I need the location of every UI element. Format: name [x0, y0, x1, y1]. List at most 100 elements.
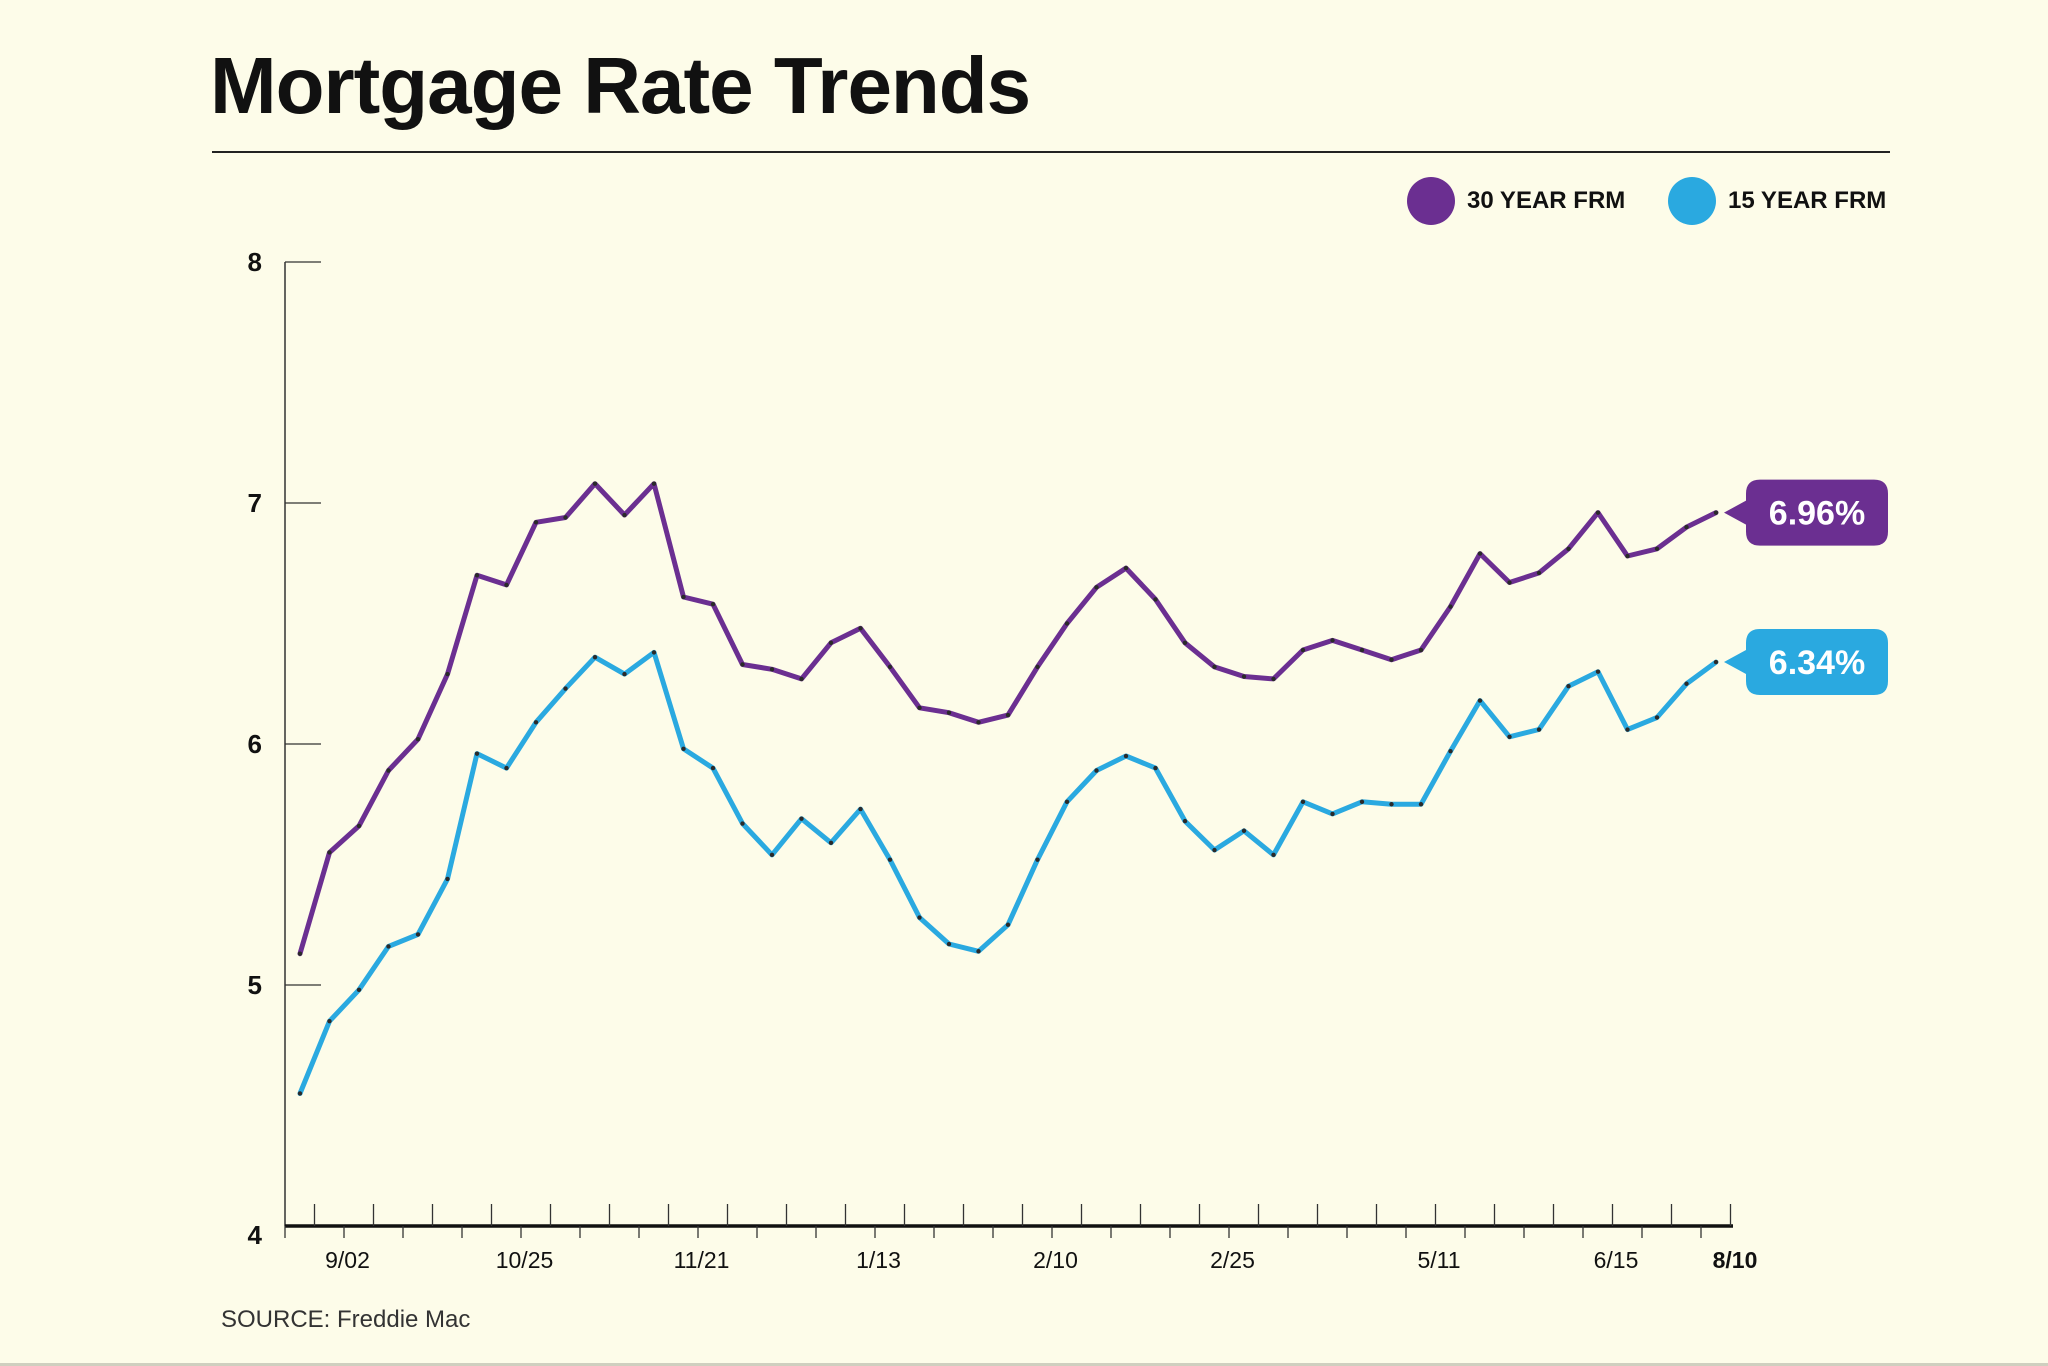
data-point: [1212, 664, 1217, 670]
data-point: [327, 1018, 332, 1024]
callout-bubble: [1724, 629, 1888, 696]
data-point: [799, 676, 804, 682]
x-tick-label: 8/10: [1713, 1247, 1758, 1273]
data-point: [651, 481, 657, 486]
data-point: [651, 650, 657, 655]
x-tick-label: 10/25: [496, 1247, 554, 1273]
x-tick-label: 2/25: [1210, 1247, 1255, 1273]
data-point: [504, 765, 509, 771]
data-point: [1359, 799, 1365, 805]
data-point: [622, 512, 627, 518]
data-point: [1182, 640, 1188, 645]
x-tick-label: 1/13: [856, 1247, 901, 1273]
data-point: [504, 582, 509, 588]
data-point: [740, 821, 745, 826]
data-point: [1654, 715, 1660, 720]
data-point: [1005, 922, 1011, 927]
data-point: [1094, 585, 1099, 590]
callout-bubble: [1724, 479, 1888, 546]
y-tick-label-8: 8: [248, 247, 262, 277]
data-point: [887, 664, 893, 670]
data-point: [1153, 597, 1158, 602]
y-tick-label-4: 4: [248, 1220, 263, 1250]
data-point: [710, 602, 716, 607]
data-point: [1035, 857, 1040, 862]
data-point: [1389, 802, 1394, 807]
x-tick-label: 6/15: [1594, 1247, 1639, 1273]
y-tick-label-7: 7: [248, 488, 262, 518]
data-point: [799, 816, 804, 821]
data-point: [356, 987, 362, 993]
data-point: [1300, 647, 1306, 653]
data-point: [1477, 551, 1483, 556]
data-point: [445, 671, 450, 677]
data-point: [858, 626, 863, 631]
data-point: [1182, 818, 1188, 824]
page-title: Mortgage Rate Trends: [210, 41, 1031, 130]
data-point: [1153, 765, 1158, 771]
data-point: [415, 932, 421, 937]
data-point: [828, 640, 834, 645]
data-point: [327, 850, 332, 855]
data-point: [976, 720, 981, 725]
data-point: [887, 857, 893, 862]
data-point: [563, 515, 568, 520]
data-point: [563, 686, 568, 691]
data-point: [1595, 669, 1601, 674]
data-point: [1477, 698, 1483, 703]
data-point: [1418, 647, 1424, 653]
data-point: [533, 520, 539, 525]
title-divider: [212, 151, 1890, 153]
data-point: [1123, 753, 1129, 759]
legend-swatch-30-year: [1407, 177, 1455, 225]
data-point: [1684, 524, 1689, 530]
data-point: [1241, 674, 1247, 679]
data-point: [1300, 799, 1306, 805]
data-point: [1271, 852, 1276, 858]
data-point: [1389, 657, 1394, 662]
data-point: [681, 594, 686, 600]
data-point: [1566, 546, 1571, 551]
x-tick-label: 11/21: [674, 1247, 730, 1273]
legend-label-30-year: 30 YEAR FRM: [1467, 187, 1626, 214]
data-point: [1654, 546, 1660, 551]
data-point: [1035, 664, 1040, 670]
series-line-15-year: [297, 649, 1719, 1096]
data-point: [1330, 638, 1335, 643]
data-point: [917, 705, 922, 711]
data-point: [1330, 811, 1335, 817]
data-point: [297, 1091, 303, 1096]
data-point: [1566, 683, 1571, 689]
legend-item-15-year: 15 YEAR FRM: [1668, 176, 1886, 226]
source-note: SOURCE: Freddie Mac: [221, 1306, 471, 1333]
data-point: [592, 481, 598, 486]
data-point: [1595, 510, 1601, 515]
data-point: [386, 768, 391, 773]
data-point: [297, 951, 303, 956]
series-line-30-year: [297, 481, 1719, 957]
data-point: [1684, 681, 1689, 686]
data-point: [917, 915, 922, 920]
data-point: [1241, 828, 1247, 833]
x-tick-label: 5/11: [1417, 1247, 1460, 1273]
data-point: [1625, 727, 1630, 732]
data-point: [1536, 727, 1542, 732]
data-point: [1359, 647, 1365, 653]
data-point: [681, 746, 686, 752]
data-point: [474, 751, 480, 756]
data-point: [1064, 621, 1070, 626]
y-tick-label-5: 5: [248, 970, 262, 1000]
data-point: [474, 573, 480, 578]
data-point: [946, 710, 952, 715]
data-point: [533, 720, 539, 725]
end-callout-15-year: 6.34%: [1724, 629, 1888, 696]
data-point: [1448, 604, 1453, 609]
data-point: [710, 765, 716, 771]
data-point: [828, 840, 834, 846]
data-point: [356, 823, 362, 829]
data-point: [1005, 712, 1011, 718]
data-point: [1212, 847, 1217, 853]
data-point: [1536, 570, 1542, 576]
legend-item-30-year: 30 YEAR FRM: [1407, 176, 1625, 226]
data-point: [1418, 802, 1424, 807]
